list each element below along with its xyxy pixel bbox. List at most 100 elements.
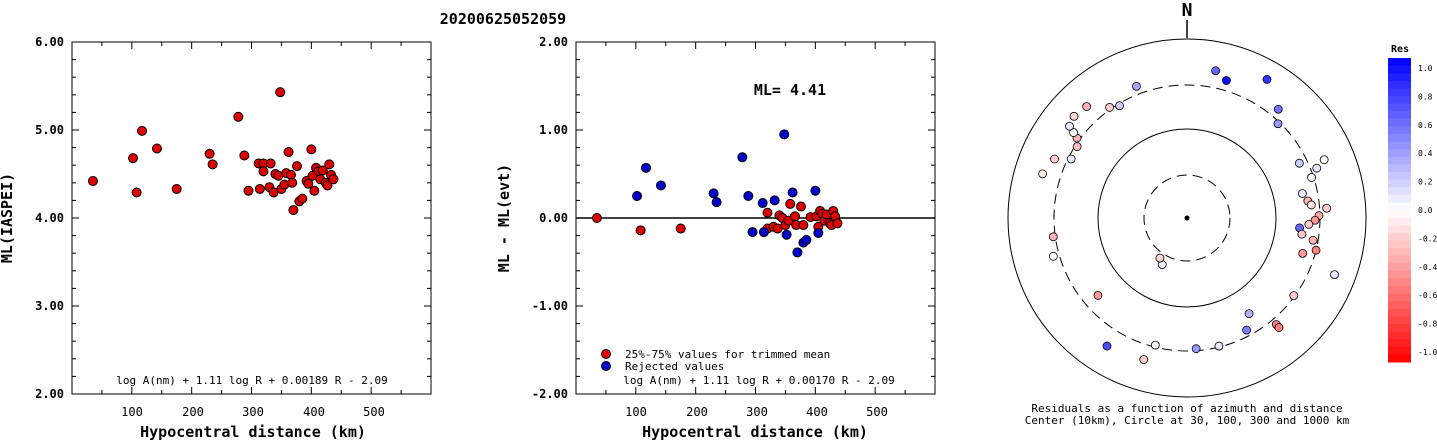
data-point-trimmed [789,211,800,222]
station-marker [1211,66,1221,76]
colorbar-segment [1388,149,1411,158]
colorbar-tick-label: 0.2 [1418,178,1433,187]
x-axis-label: Hypocentral distance (km) [140,423,366,441]
colorbar-segment [1388,179,1411,188]
station-marker [1289,291,1299,300]
data-point-rejected [813,227,824,238]
x-tick-label: 200 [182,405,204,419]
colorbar-segment [1388,316,1411,325]
station-marker [1307,173,1316,182]
station-marker [1115,101,1124,111]
colorbar-segment [1388,80,1411,89]
station-marker [1191,344,1201,354]
data-point [288,205,299,216]
station-marker [1274,323,1284,332]
data-point-rejected [711,197,722,208]
legend-marker-trimmed [601,349,611,359]
station-marker [1298,248,1308,258]
y-tick-label: 5.00 [35,123,64,137]
station-marker [1306,200,1316,210]
legend-marker-rejected [601,361,611,371]
data-point-rejected [747,227,758,238]
colorbar-tick-label: 0.8 [1418,92,1433,101]
colorbar-segment [1388,73,1411,82]
data-point-trimmed [832,218,843,229]
colorbar-tick-label: -0.8 [1418,320,1437,329]
colorbar-tick-label: -0.4 [1418,263,1437,272]
ring-1000km [1007,38,1367,398]
data-point-rejected [792,247,803,258]
data-point-trimmed [798,220,809,231]
station-marker [1311,245,1321,255]
colorbar-title: Res [1391,44,1409,55]
data-point-trimmed [675,223,686,234]
data-point [258,166,269,177]
ml-annotation: ML= 4.41 [754,81,826,99]
colorbar-segment [1388,103,1411,112]
data-point [283,147,294,157]
data-point [87,176,98,187]
y-tick-label: 1.00 [539,123,568,137]
colorbar-segment [1388,164,1411,173]
colorbar-tick-label: -0.2 [1418,234,1437,243]
colorbar-segment [1388,301,1411,310]
colorbar-tick-label: 0.4 [1418,149,1433,158]
data-point-rejected [655,180,666,191]
colorbar-segment [1388,346,1411,355]
station-marker [1304,219,1314,229]
data-point [317,165,328,176]
caption-line-1: Residuals as a function of azimuth and d… [1031,402,1342,415]
data-point [322,180,333,191]
y-axis-label: ML - ML(evt) [495,164,513,272]
colorbar-segment [1388,217,1411,226]
data-point [207,159,218,170]
colorbar-segment [1388,96,1411,105]
data-point-rejected [737,152,748,163]
data-point-rejected [801,235,812,245]
data-point [324,159,335,170]
data-point-rejected [758,227,769,238]
station-marker [1312,163,1322,173]
y-tick-label: 0.00 [539,211,568,225]
x-axis-label: Hypocentral distance (km) [642,423,868,441]
y-axis: 2.00 3.00 4.00 5.00 6.00 [35,35,64,401]
station-marker [1069,128,1078,137]
x-tick-label: 100 [625,405,647,419]
epicenter-marker [1184,215,1190,221]
colorbar-tick-label: 1.0 [1418,64,1433,73]
station-marker [1048,232,1058,242]
data-point-rejected [743,191,754,201]
y-tick-label: -2.00 [532,387,568,401]
event-id-title: 20200625052059 [440,10,566,28]
y-tick-label: -1.00 [532,299,568,313]
colorbar-segment [1388,172,1411,181]
colorbar-segment [1388,134,1411,143]
x-tick-label: 200 [686,405,708,419]
colorbar-segment [1388,111,1411,120]
station-marker [1048,251,1058,261]
colorbar-segment [1388,65,1411,74]
data-point [306,144,317,155]
data-points [591,129,843,258]
data-point [309,185,320,196]
colorbar-segment [1388,308,1411,317]
data-point [131,187,142,198]
data-point [303,178,314,189]
panel-residual-vs-distance: 100 200 300 400 500 -2.00 -1.00 0.00 1.0… [495,35,936,441]
data-point-rejected [757,198,768,209]
colorbar-segment [1388,248,1411,257]
panel-ml-vs-distance: 100 200 300 400 500 2.00 3.00 4.00 5.00 … [0,35,432,441]
data-point-trimmed [635,225,646,236]
data-point-rejected [641,162,652,173]
colorbar-segment [1388,240,1411,249]
station-marker [1069,111,1079,121]
data-point [265,158,276,169]
colorbar-segment [1388,255,1411,264]
station-marker [1322,203,1332,213]
legend: 25%-75% values for trimmed mean Rejected… [601,348,830,373]
colorbar-segment [1388,293,1411,302]
station-marker [1310,215,1320,225]
data-point-trimmed [785,198,796,209]
station-marker [1297,229,1307,239]
